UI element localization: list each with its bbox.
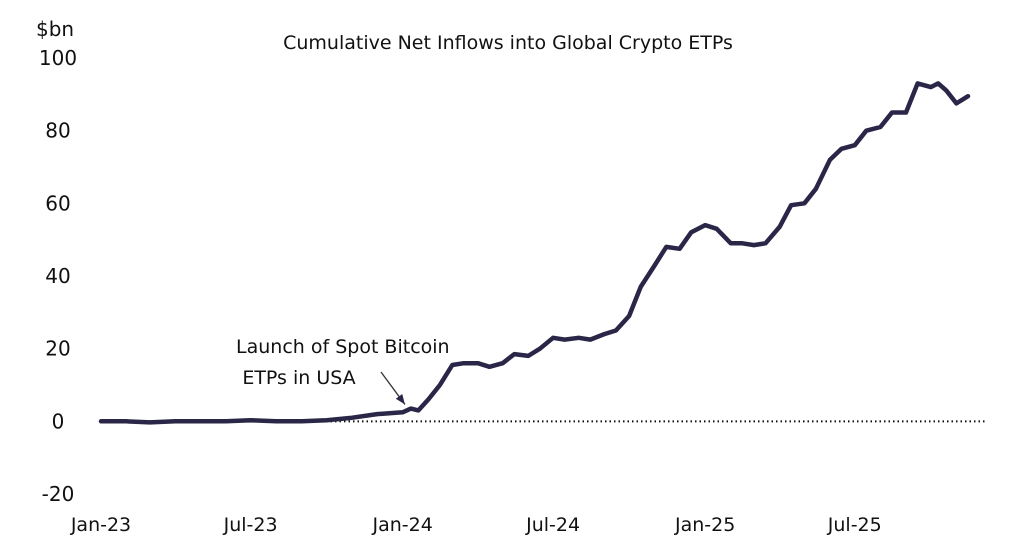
annotation-arrowhead xyxy=(395,394,405,405)
x-tick-label: Jul-24 xyxy=(525,514,580,536)
x-tick-label: Jan-25 xyxy=(674,514,735,536)
y-tick-label: 40 xyxy=(45,264,70,288)
y-axis: 100 80 60 40 20 0 -20 xyxy=(39,46,77,506)
y-axis-unit-label: $bn xyxy=(36,17,74,41)
y-tick-label: 60 xyxy=(45,191,70,215)
x-tick-label: Jul-23 xyxy=(223,514,278,536)
annotation-text: Launch of Spot Bitcoin xyxy=(236,336,450,358)
x-tick-label: Jan-24 xyxy=(372,514,433,536)
series-line xyxy=(98,81,971,425)
x-tick-label: Jul-25 xyxy=(827,514,882,536)
chart-title: Cumulative Net Inflows into Global Crypt… xyxy=(283,32,733,54)
y-tick-label: 0 xyxy=(52,409,65,433)
x-tick-label: Jan-23 xyxy=(70,514,131,536)
x-axis: Jan-23 Jul-23 Jan-24 Jul-24 Jan-25 Jul-25 xyxy=(70,514,882,536)
y-tick-label: 80 xyxy=(45,119,70,143)
y-tick-label: 20 xyxy=(45,337,70,361)
y-tick-label: 100 xyxy=(39,46,77,70)
annotation: Launch of Spot Bitcoin ETPs in USA xyxy=(236,336,450,405)
y-tick-label: -20 xyxy=(42,482,75,506)
annotation-text: ETPs in USA xyxy=(242,367,355,389)
